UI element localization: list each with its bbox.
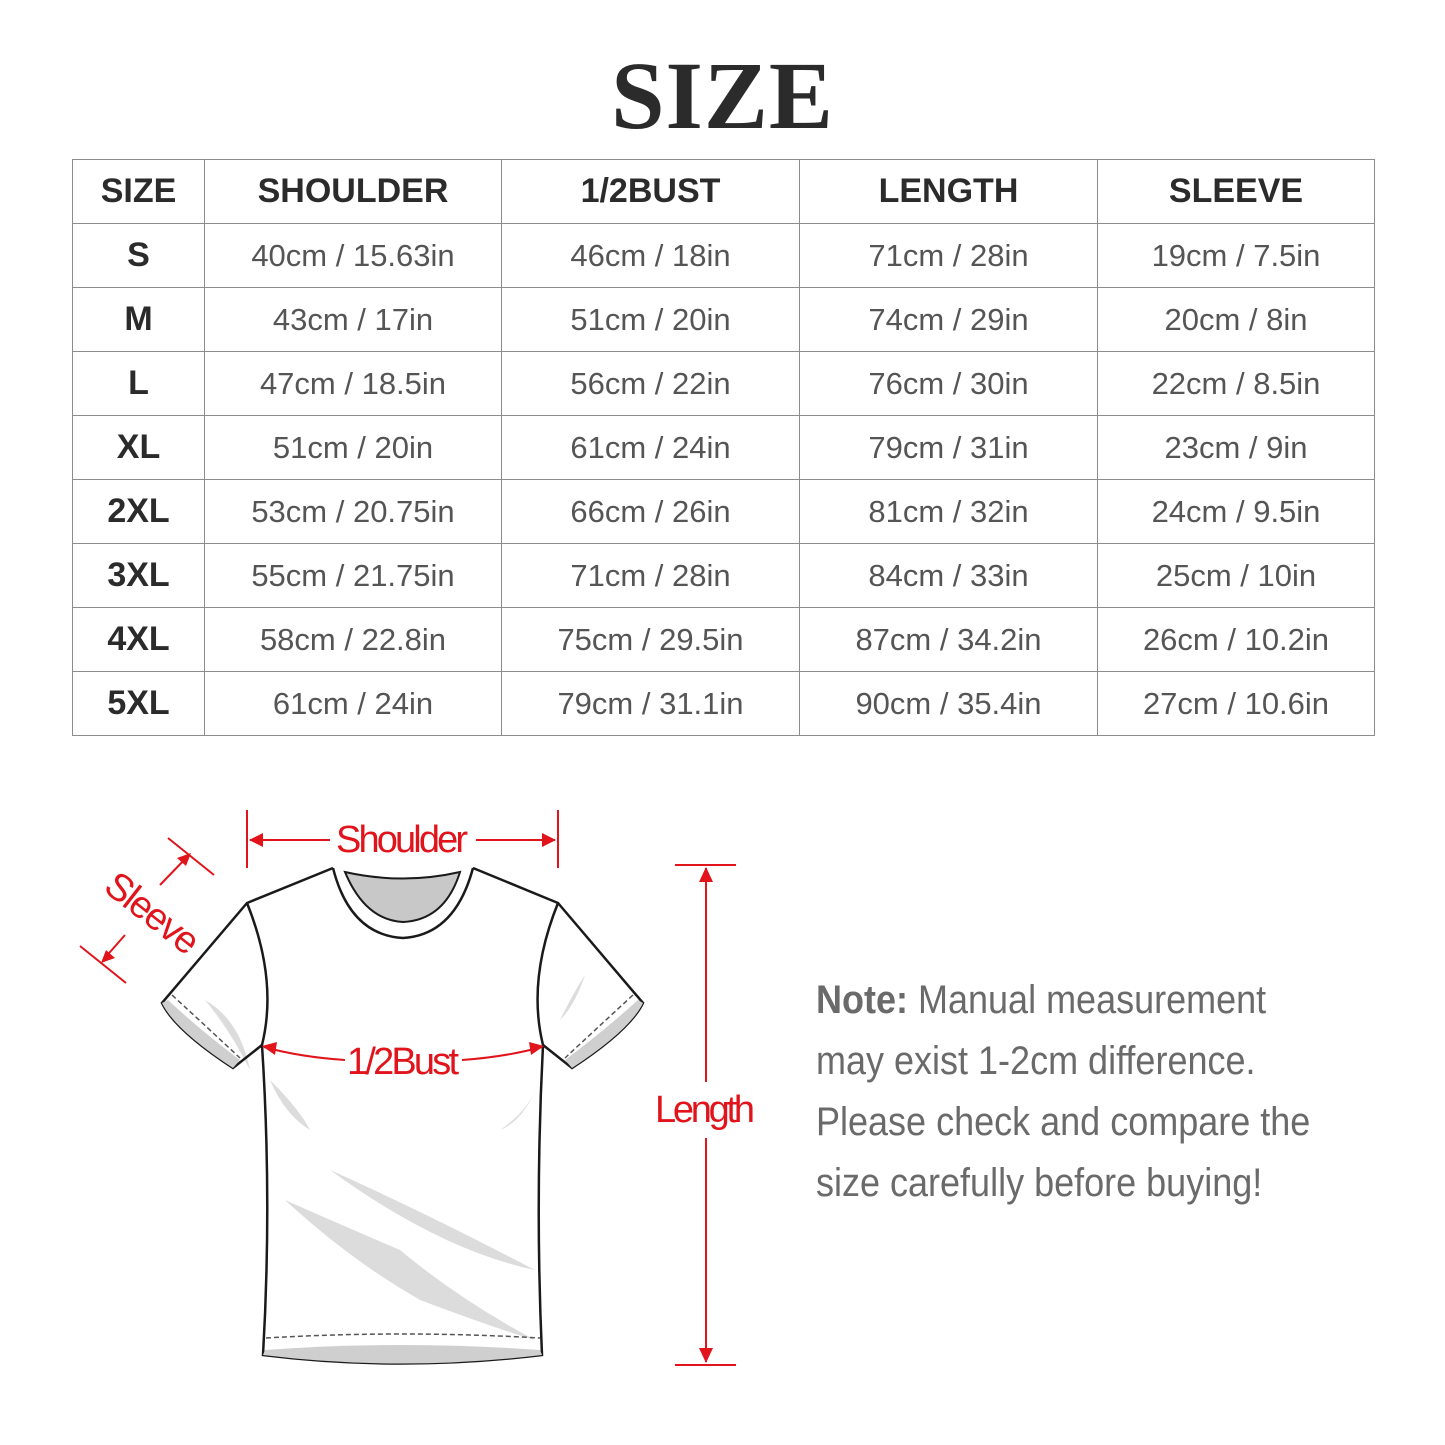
measurement-cell: 46cm / 18in [501,223,800,288]
measurement-cell: 51cm / 20in [501,287,800,352]
table-row: M 43cm / 17in 51cm / 20in 74cm / 29in 20cm /… [72,287,1375,352]
measurement-cell: 53cm / 20.75in [204,479,502,544]
header-sleeve: SLEEVE [1097,159,1375,224]
table-row: 3XL 55cm / 21.75in 71cm / 28in 84cm / 33in 2… [72,543,1375,608]
measurement-cell: 79cm / 31in [799,415,1098,480]
collar [331,867,475,940]
table-row: S 40cm / 15.63in 46cm / 18in 71cm / 28in 19c… [72,223,1375,288]
shoulder-label: Shoulder [336,819,468,861]
measurement-cell: 19cm / 7.5in [1097,223,1375,288]
note-text: Note: Manual measurement may exist 1-2cm… [816,970,1338,1214]
measurement-cell: 84cm / 33in [799,543,1098,608]
measurement-cell: 71cm / 28in [501,543,800,608]
page-title: SIZE [611,42,834,149]
size-cell: 4XL [72,607,205,672]
length-label: Length [655,1089,755,1131]
measurement-cell: 74cm / 29in [799,287,1098,352]
measurement-cell: 22cm / 8.5in [1097,351,1375,416]
measurement-cell: 20cm / 8in [1097,287,1375,352]
measurement-cell: 51cm / 20in [204,415,502,480]
size-cell: 5XL [72,671,205,736]
measurement-cell: 79cm / 31.1in [501,671,800,736]
measurement-cell: 26cm / 10.2in [1097,607,1375,672]
table-row: L 47cm / 18.5in 56cm / 22in 76cm / 30in 22cm… [72,351,1375,416]
measurement-cell: 43cm / 17in [204,287,502,352]
size-cell: M [72,287,205,352]
note-body: Manual measurement may exist 1-2cm diffe… [816,978,1311,1205]
measurement-cell: 61cm / 24in [204,671,502,736]
header-length: LENGTH [799,159,1098,224]
size-cell: 3XL [72,543,205,608]
size-cell: 2XL [72,479,205,544]
table-row: 5XL 61cm / 24in 79cm / 31.1in 90cm / 35.4in… [72,671,1375,736]
measurement-cell: 61cm / 24in [501,415,800,480]
bust-label: 1/2Bust [347,1041,459,1083]
measurement-cell: 56cm / 22in [501,351,800,416]
size-cell: L [72,351,205,416]
table-header-row: SIZE SHOULDER 1/2BUST LENGTH SLEEVE [72,159,1375,224]
measurement-cell: 27cm / 10.6in [1097,671,1375,736]
table-row: XL 51cm / 20in 61cm / 24in 79cm / 31in 23cm … [72,415,1375,480]
measurement-cell: 75cm / 29.5in [501,607,800,672]
measurement-cell: 25cm / 10in [1097,543,1375,608]
measurement-cell: 58cm / 22.8in [204,607,502,672]
size-table: SIZE SHOULDER 1/2BUST LENGTH SLEEVE S 40c… [72,159,1375,736]
header-bust: 1/2BUST [501,159,800,224]
measurement-cell: 76cm / 30in [799,351,1098,416]
size-cell: S [72,223,205,288]
measurement-cell: 55cm / 21.75in [204,543,502,608]
table-row: 2XL 53cm / 20.75in 66cm / 26in 81cm / 32in 2… [72,479,1375,544]
measurement-cell: 24cm / 9.5in [1097,479,1375,544]
measurement-cell: 66cm / 26in [501,479,800,544]
note-label: Note: [816,978,908,1022]
measurement-cell: 90cm / 35.4in [799,671,1098,736]
fabric-folds [205,975,585,1340]
header-size: SIZE [72,159,205,224]
measurement-cell: 23cm / 9in [1097,415,1375,480]
measurement-cell: 47cm / 18.5in [204,351,502,416]
measurement-cell: 40cm / 15.63in [204,223,502,288]
measurement-cell: 81cm / 32in [799,479,1098,544]
